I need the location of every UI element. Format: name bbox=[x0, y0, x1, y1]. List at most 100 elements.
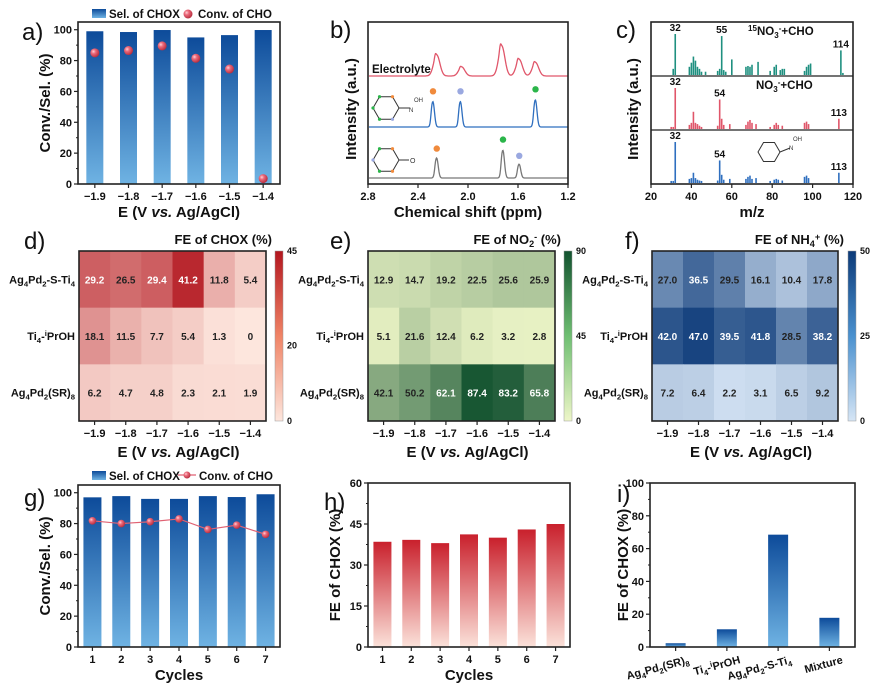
y-tick-label: 100 bbox=[54, 488, 72, 500]
cell-value: 17.8 bbox=[813, 275, 833, 286]
heatmap-cell bbox=[141, 307, 173, 365]
spectrum-line bbox=[369, 99, 568, 128]
y-axis: 0 15 30 45 60 bbox=[350, 478, 368, 654]
cell-value: 12.9 bbox=[374, 275, 394, 286]
peak-label: 54 bbox=[714, 88, 726, 99]
cell-value: 1.9 bbox=[243, 389, 257, 400]
heatmap-cell bbox=[399, 307, 431, 365]
cell-value: 5.4 bbox=[243, 275, 257, 286]
x-tick-label: 2 bbox=[118, 654, 124, 666]
label-part: vs. bbox=[723, 444, 744, 461]
bar bbox=[546, 524, 565, 647]
label-part: 3 bbox=[774, 31, 779, 40]
y-axis: 0 20 40 60 80 100 bbox=[626, 478, 650, 654]
heatmap-cell bbox=[807, 364, 839, 422]
label-part: 4 bbox=[37, 336, 42, 345]
heatmap-cell bbox=[203, 364, 236, 422]
label-part: NO bbox=[757, 26, 774, 38]
label-part: 2 bbox=[617, 393, 621, 402]
x-axis-title: E (V vs. Ag/AgCl) bbox=[118, 444, 240, 461]
label-part: 4 bbox=[810, 239, 816, 249]
heatmap-cell bbox=[776, 364, 808, 422]
x-tick-label: −1.6 bbox=[750, 428, 772, 440]
label-part: Ag bbox=[582, 274, 597, 286]
heatmap-cell bbox=[523, 364, 556, 422]
label-part: (SR) bbox=[48, 388, 71, 400]
heatmap-cell bbox=[714, 364, 746, 422]
x-axis-title: Cycles bbox=[445, 667, 493, 684]
x-tick-label: −1.9 bbox=[84, 191, 106, 203]
x-tick-label: −1.8 bbox=[115, 428, 137, 440]
cell-value: 28.5 bbox=[782, 332, 802, 343]
heatmap-cell bbox=[430, 307, 462, 365]
x-tick-label: 6 bbox=[524, 654, 530, 666]
cell-value: 2.8 bbox=[532, 332, 546, 343]
bar bbox=[819, 617, 840, 647]
heatmap-cell bbox=[110, 307, 142, 365]
heatmap-cell bbox=[368, 364, 400, 422]
x-tick-label: 4 bbox=[466, 654, 473, 666]
cell-value: 6.2 bbox=[470, 332, 484, 343]
plot-frame bbox=[650, 21, 854, 185]
heatmap-title: FE of CHOX (%) bbox=[175, 232, 273, 247]
legend-label: Conv. of CHO bbox=[198, 9, 272, 21]
heatmap-cell bbox=[714, 251, 746, 309]
data-point bbox=[261, 530, 270, 539]
heatmap-cell bbox=[79, 251, 111, 309]
label-part: Ag/AgCl) bbox=[744, 444, 812, 461]
label-part: 4 bbox=[314, 393, 319, 402]
atom-dot bbox=[371, 158, 375, 162]
colorbar-tick-label: 0 bbox=[860, 416, 865, 426]
label-part: Pd bbox=[603, 388, 617, 400]
bar bbox=[221, 35, 238, 184]
heatmap-cell bbox=[399, 364, 431, 422]
ketone-structure bbox=[372, 148, 400, 172]
legend-marker bbox=[183, 9, 193, 19]
y-tick-label: 60 bbox=[632, 544, 644, 556]
data-point bbox=[204, 525, 212, 534]
heatmap-cell bbox=[807, 251, 839, 309]
heatmap-cell bbox=[203, 307, 236, 365]
x-axis-title: E (V vs. Ag/AgCl) bbox=[407, 444, 529, 461]
label-part: Pd bbox=[745, 663, 762, 678]
label-part: Ag/AgCl) bbox=[172, 204, 240, 221]
heatmap-cell bbox=[807, 307, 839, 365]
peak-marker bbox=[532, 86, 539, 93]
heatmap-cell bbox=[652, 307, 684, 365]
bar bbox=[120, 32, 137, 185]
heatmap-cell bbox=[745, 307, 777, 365]
data-point bbox=[225, 64, 234, 74]
y-tick-label: 60 bbox=[60, 549, 72, 561]
label-part: 2 bbox=[331, 279, 335, 288]
label-part: Ag bbox=[625, 667, 642, 682]
y-tick-label: 100 bbox=[626, 478, 644, 490]
label-part: PrOH bbox=[47, 331, 75, 343]
cell-value: 27.0 bbox=[658, 275, 678, 286]
y-axis-title: Intensity (a.u.) bbox=[343, 58, 360, 160]
label-part: 4 bbox=[24, 279, 29, 288]
x-tick-label: 80 bbox=[766, 191, 778, 203]
x-axis-title: Chemical shift (ppm) bbox=[394, 204, 542, 221]
legend-label: Sel. of CHOX bbox=[109, 471, 180, 483]
label-part: FE of NO bbox=[473, 232, 529, 247]
y-axis-title: Intensity (a.u.) bbox=[625, 58, 642, 160]
label-part: 3 bbox=[773, 85, 778, 94]
bar bbox=[665, 643, 686, 647]
x-tick-label: −1.6 bbox=[466, 428, 488, 440]
bar bbox=[716, 629, 737, 647]
label-part: 8 bbox=[360, 393, 365, 402]
x-tick-label: −1.4 bbox=[252, 191, 275, 203]
label-part: - bbox=[330, 331, 334, 343]
label-part: Ag bbox=[11, 388, 26, 400]
x-tick-label: −1.7 bbox=[146, 428, 168, 440]
cell-value: 29.5 bbox=[720, 275, 740, 286]
x-tick-label: −1.7 bbox=[151, 191, 173, 203]
cell-value: 62.1 bbox=[436, 389, 456, 400]
x-tick-label: −1.8 bbox=[688, 428, 710, 440]
cell-value: 9.2 bbox=[816, 389, 830, 400]
label-part: 8 bbox=[684, 659, 691, 669]
label-part: i bbox=[618, 329, 620, 338]
cell-value: 2.2 bbox=[723, 389, 737, 400]
label-part: vs. bbox=[151, 444, 172, 461]
row-label: Ti4-iPrOH bbox=[316, 329, 364, 345]
